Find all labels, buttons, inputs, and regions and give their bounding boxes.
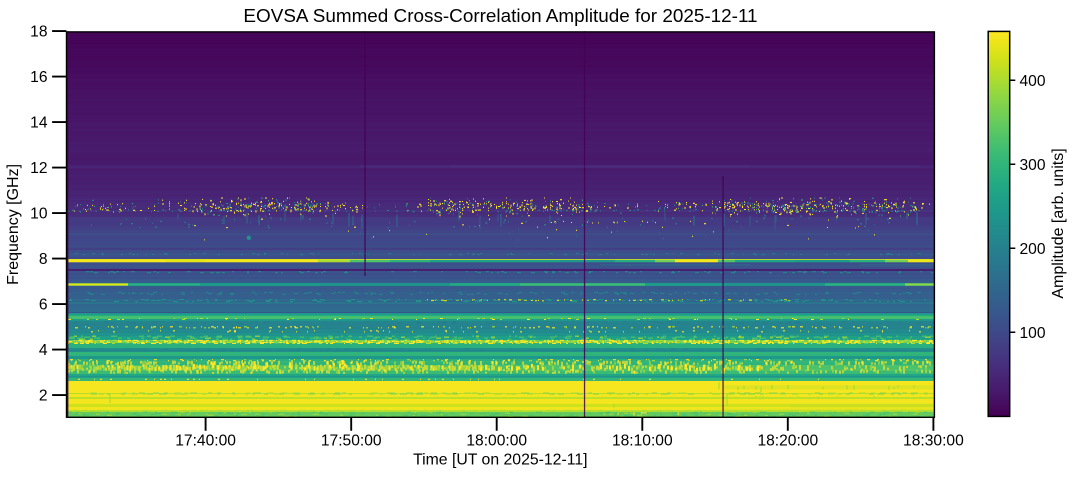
svg-text:300: 300 <box>1020 157 1046 174</box>
svg-text:Time [UT on 2025-12-11]: Time [UT on 2025-12-11] <box>413 452 587 469</box>
svg-text:Frequency [GHz]: Frequency [GHz] <box>5 164 22 285</box>
svg-text:Amplitude [arb. units]: Amplitude [arb. units] <box>1050 148 1067 298</box>
svg-text:18: 18 <box>30 24 47 41</box>
svg-text:EOVSA Summed Cross-Correlation: EOVSA Summed Cross-Correlation Amplitude… <box>243 6 757 27</box>
svg-text:18:30:00: 18:30:00 <box>903 432 964 449</box>
svg-text:17:40:00: 17:40:00 <box>175 432 236 449</box>
svg-text:2: 2 <box>39 388 48 405</box>
svg-text:18:10:00: 18:10:00 <box>612 432 673 449</box>
svg-text:400: 400 <box>1020 73 1046 90</box>
svg-text:12: 12 <box>30 160 47 177</box>
svg-text:4: 4 <box>39 342 48 359</box>
svg-text:10: 10 <box>30 206 48 223</box>
svg-text:16: 16 <box>30 69 47 86</box>
svg-text:6: 6 <box>39 297 48 314</box>
svg-text:18:20:00: 18:20:00 <box>757 432 818 449</box>
svg-text:17:50:00: 17:50:00 <box>321 432 382 449</box>
svg-text:18:00:00: 18:00:00 <box>466 432 527 449</box>
svg-text:14: 14 <box>30 115 48 132</box>
svg-text:8: 8 <box>39 251 48 268</box>
svg-text:100: 100 <box>1020 325 1046 342</box>
svg-text:200: 200 <box>1020 241 1046 258</box>
